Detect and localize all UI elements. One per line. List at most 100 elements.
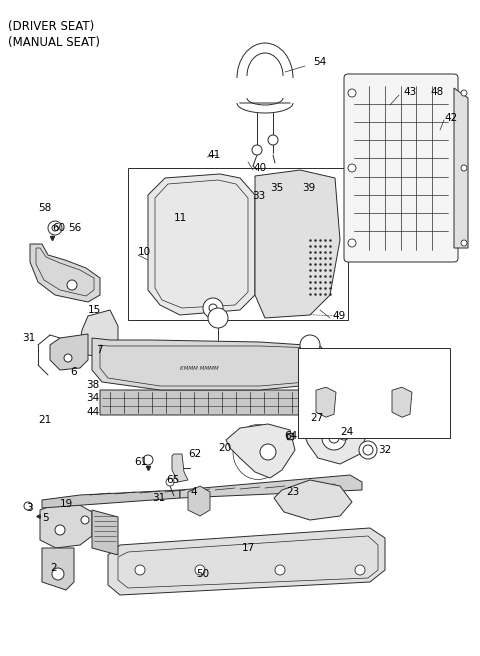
Text: 35: 35: [270, 183, 283, 193]
Circle shape: [24, 502, 32, 510]
Text: 66: 66: [325, 360, 339, 370]
Circle shape: [67, 280, 77, 290]
Circle shape: [461, 165, 467, 171]
Text: 6: 6: [70, 367, 77, 377]
Circle shape: [359, 441, 377, 459]
Circle shape: [355, 565, 365, 575]
Polygon shape: [255, 170, 340, 318]
Polygon shape: [316, 387, 336, 417]
Text: 42: 42: [444, 113, 457, 123]
Polygon shape: [42, 490, 180, 508]
Circle shape: [166, 478, 174, 486]
Text: 31: 31: [22, 333, 35, 343]
Circle shape: [260, 444, 276, 460]
Polygon shape: [148, 174, 255, 315]
Circle shape: [363, 445, 373, 455]
Polygon shape: [108, 528, 385, 595]
Text: 62: 62: [188, 449, 201, 459]
FancyBboxPatch shape: [344, 74, 458, 262]
Circle shape: [348, 239, 356, 247]
Circle shape: [64, 354, 72, 362]
Circle shape: [55, 525, 65, 535]
Polygon shape: [188, 486, 210, 516]
Circle shape: [300, 335, 320, 355]
Polygon shape: [80, 310, 118, 358]
Polygon shape: [40, 504, 92, 548]
Circle shape: [135, 565, 145, 575]
Circle shape: [275, 565, 285, 575]
Circle shape: [323, 409, 329, 415]
Text: 56: 56: [68, 223, 81, 233]
Circle shape: [322, 426, 346, 450]
Text: 48: 48: [430, 87, 443, 97]
Bar: [128, 168, 348, 320]
Circle shape: [461, 240, 467, 246]
Polygon shape: [180, 475, 362, 498]
Text: b: b: [385, 361, 391, 369]
Polygon shape: [392, 387, 412, 417]
Text: (MANUAL SEAT): (MANUAL SEAT): [8, 36, 100, 49]
Polygon shape: [30, 244, 100, 302]
Text: 10: 10: [138, 247, 151, 257]
Text: 49: 49: [332, 311, 345, 321]
Circle shape: [252, 145, 262, 155]
Text: 24: 24: [340, 427, 353, 437]
Polygon shape: [100, 390, 332, 415]
Circle shape: [268, 135, 278, 145]
Text: (DRIVER SEAT): (DRIVER SEAT): [8, 20, 94, 33]
Bar: [298, 348, 450, 438]
Text: 5: 5: [42, 513, 48, 523]
Text: 61: 61: [134, 457, 147, 467]
Text: 34: 34: [86, 393, 99, 403]
Text: 31: 31: [152, 493, 165, 503]
Text: b: b: [215, 314, 221, 323]
Polygon shape: [172, 454, 188, 482]
Text: 33: 33: [252, 191, 265, 201]
Text: 2: 2: [50, 563, 57, 573]
Circle shape: [52, 568, 64, 580]
Circle shape: [348, 89, 356, 97]
Text: 64: 64: [284, 431, 297, 441]
Text: 65: 65: [166, 475, 179, 485]
Text: 19: 19: [60, 499, 73, 509]
Circle shape: [399, 409, 405, 415]
Polygon shape: [50, 334, 88, 370]
Text: 15: 15: [88, 305, 101, 315]
Text: 27: 27: [310, 413, 323, 423]
Circle shape: [81, 516, 89, 524]
Polygon shape: [454, 88, 468, 248]
Text: 43: 43: [403, 87, 416, 97]
Text: 67: 67: [401, 360, 415, 370]
Circle shape: [52, 225, 58, 231]
Text: a: a: [307, 340, 313, 350]
Text: 20: 20: [218, 443, 231, 453]
Text: 4: 4: [190, 487, 197, 497]
Text: 11: 11: [174, 213, 187, 223]
Text: 21: 21: [38, 415, 51, 425]
Text: 3: 3: [26, 503, 33, 513]
Circle shape: [143, 455, 153, 465]
Circle shape: [195, 565, 205, 575]
Text: 54: 54: [313, 57, 326, 67]
Text: 23: 23: [286, 487, 299, 497]
Text: 17: 17: [242, 543, 255, 553]
Polygon shape: [92, 510, 118, 555]
Text: 60: 60: [52, 223, 65, 233]
Circle shape: [209, 304, 217, 312]
Text: 41: 41: [207, 150, 220, 160]
Text: 32: 32: [378, 445, 391, 455]
Polygon shape: [300, 410, 368, 464]
Circle shape: [329, 433, 339, 443]
Polygon shape: [42, 548, 74, 590]
Text: 40: 40: [253, 163, 266, 173]
Circle shape: [461, 90, 467, 96]
Polygon shape: [226, 424, 295, 478]
Text: 58: 58: [38, 203, 51, 213]
Text: 50: 50: [196, 569, 209, 579]
Polygon shape: [274, 480, 352, 520]
Text: 38: 38: [86, 380, 99, 390]
Text: 39: 39: [302, 183, 315, 193]
Circle shape: [380, 357, 396, 373]
Circle shape: [203, 298, 223, 318]
Circle shape: [338, 428, 350, 440]
